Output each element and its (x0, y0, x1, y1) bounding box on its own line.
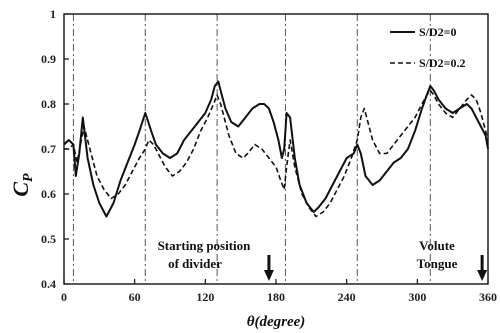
y-tick-label-2: 0.6 (41, 187, 56, 201)
reference-lines (72, 14, 431, 284)
legend: S/D2=0 S/D2=0.2 (390, 25, 466, 70)
annotation-divider: Starting position of divider (158, 238, 252, 271)
legend-label-solid: S/D2=0 (419, 25, 457, 39)
annotation-tongue-line2: Tongue (417, 256, 458, 271)
series-layer (63, 80, 489, 218)
annotation-tongue: Volute Tongue (417, 238, 458, 271)
series-line-dashed (64, 89, 489, 218)
y-tick-label-4: 0.8 (41, 97, 56, 111)
x-tick-label-1: 60 (129, 290, 141, 304)
y-tick-label-1: 0.5 (41, 232, 56, 246)
y-tick-label-5: 0.9 (41, 52, 56, 66)
annotation-divider-line2: of divider (168, 256, 222, 271)
annotation-tongue-line1: Volute (419, 238, 455, 253)
x-tick-label-6: 360 (479, 290, 497, 304)
arrow-head-tongue (477, 270, 488, 281)
x-tick-label-4: 240 (338, 290, 356, 304)
series-line-solid (63, 80, 489, 218)
x-axis-title: θ(degree) (247, 314, 306, 330)
x-tick-label-5: 300 (408, 290, 426, 304)
x-tick-label-3: 180 (267, 290, 285, 304)
y-tick-label-6: 1 (50, 7, 56, 21)
y-axis-title: CP (8, 173, 36, 197)
y-tick-label-3: 0.7 (41, 142, 56, 156)
tick-labels: 0 60 120 180 240 300 360 0.4 0.5 0.6 0.7 0.8 0.9 1 (41, 7, 497, 304)
annotation-arrows (263, 255, 488, 281)
y-tick-label-0: 0.4 (41, 277, 56, 291)
x-tick-label-2: 120 (196, 290, 214, 304)
arrow-head-divider (263, 270, 274, 281)
legend-label-dashed: S/D2=0.2 (419, 56, 466, 70)
x-tick-label-0: 0 (61, 290, 67, 304)
annotation-divider-line1: Starting position (158, 238, 252, 253)
